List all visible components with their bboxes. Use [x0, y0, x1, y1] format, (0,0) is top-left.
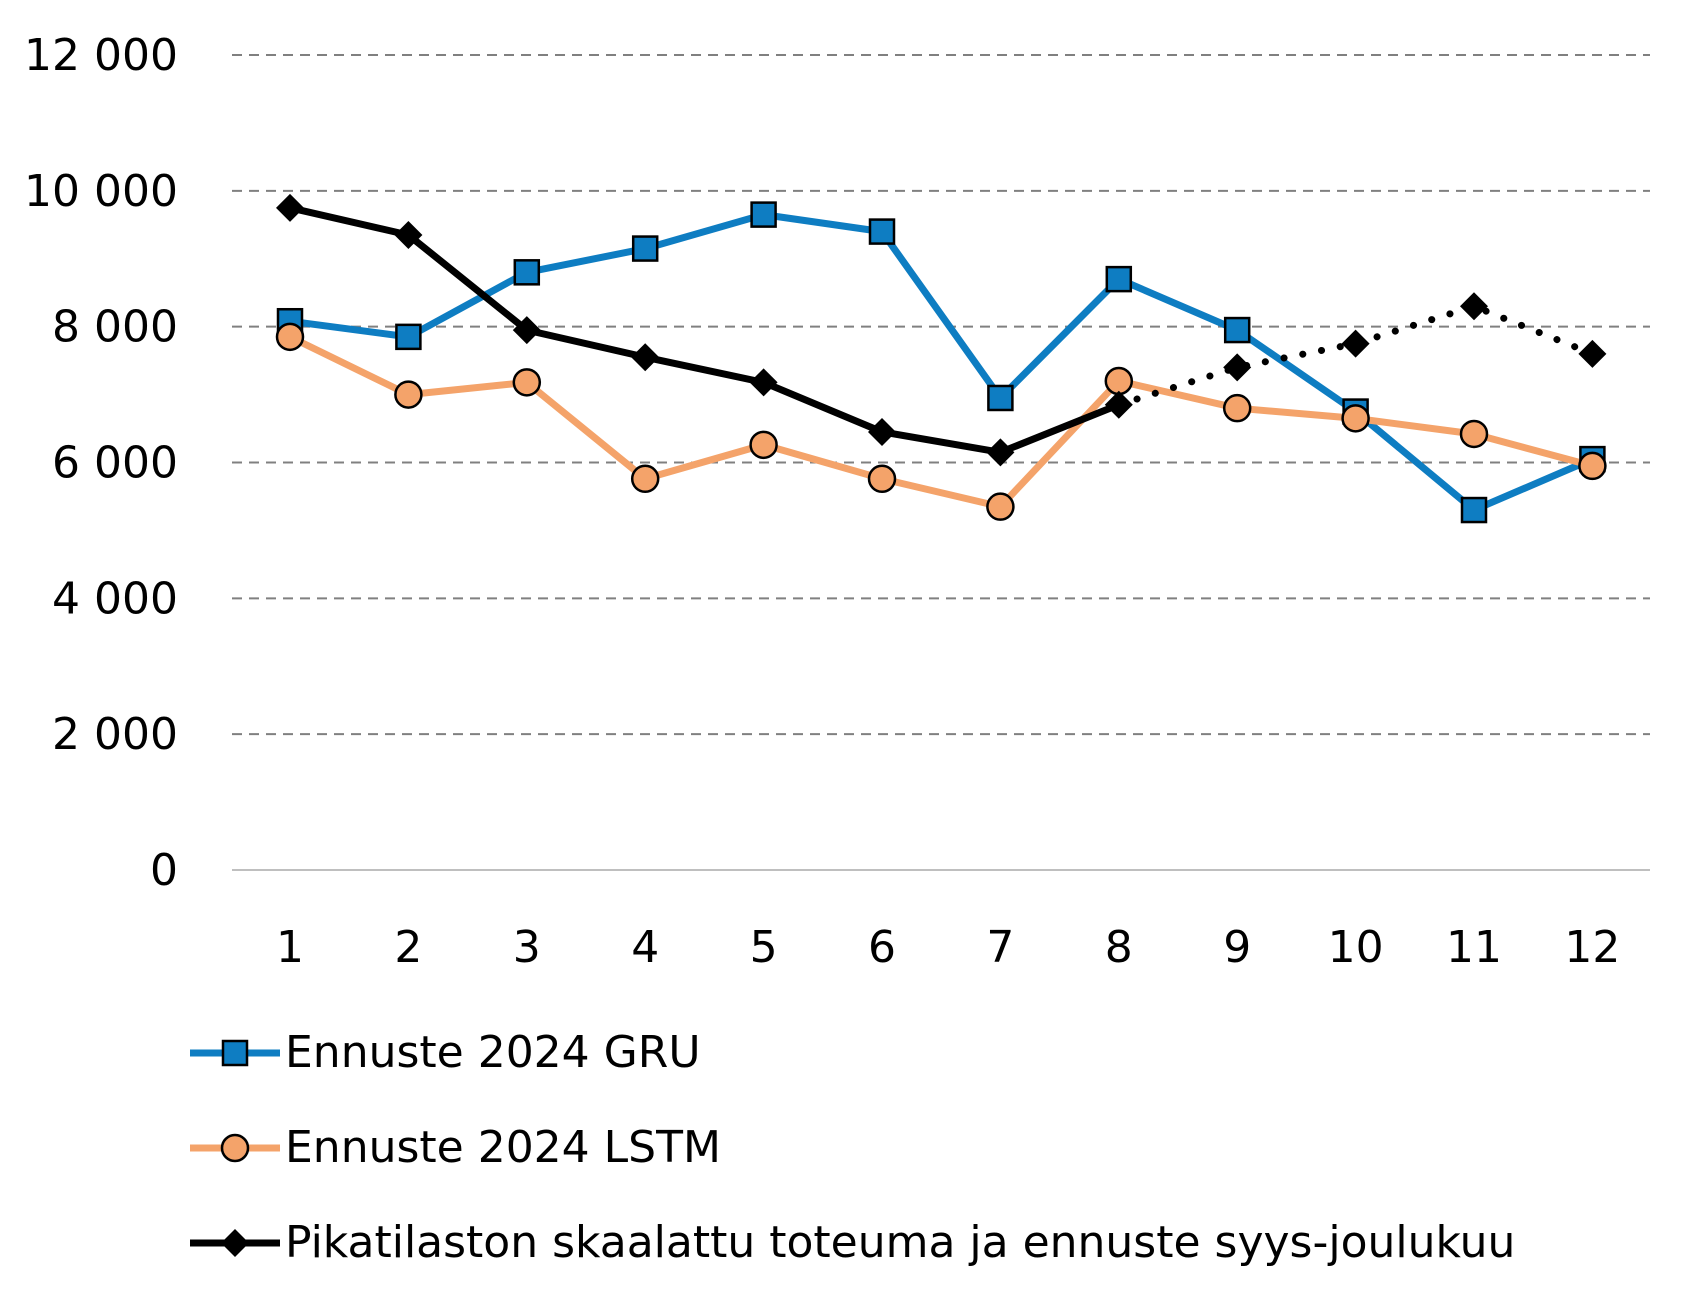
y-tick-label: 10 000	[24, 166, 178, 217]
legend-item-lstm: Ennuste 2024 LSTM	[185, 1100, 1515, 1195]
x-tick-label: 2	[394, 922, 422, 973]
data-point-s1-2	[394, 380, 423, 409]
data-point-s1-10	[1341, 404, 1370, 433]
data-point-s1-11	[1459, 419, 1489, 449]
y-axis-tick-labels: 0 2 000 4 000 6 000 8 000 10 000 12 000	[24, 30, 178, 896]
y-tick-label: 0	[150, 845, 178, 896]
data-point-s1-12	[1578, 451, 1607, 481]
legend-label-pikatilasto: Pikatilaston skaalattu toteuma ja ennust…	[285, 1217, 1516, 1268]
legend-label-lstm: Ennuste 2024 LSTM	[285, 1122, 721, 1173]
x-tick-label: 11	[1446, 922, 1502, 973]
legend-swatch-pikatilasto	[190, 1228, 280, 1257]
data-point-s2-3	[512, 316, 541, 345]
data-point-s0-11	[1460, 496, 1488, 524]
data-point-s1-1	[275, 322, 305, 352]
data-point-s2-6	[868, 417, 896, 446]
series-line-0	[289, 211, 1594, 514]
x-tick-label: 9	[1223, 922, 1251, 973]
gridlines	[232, 54, 1650, 871]
data-point-s0-3	[513, 259, 541, 286]
legend: Ennuste 2024 GRU Ennuste 2024 LSTM Pikat…	[185, 1005, 1515, 1290]
y-tick-label: 4 000	[52, 573, 178, 624]
data-point-s2-4	[631, 343, 660, 372]
data-point-s1-7	[986, 492, 1015, 521]
x-tick-label: 4	[631, 922, 659, 973]
data-point-s1-5	[749, 430, 778, 460]
x-tick-label: 6	[868, 922, 896, 973]
data-point-s0-9	[1223, 316, 1251, 344]
data-point-s2-8	[1104, 390, 1133, 419]
x-axis-tick-labels: 1 2 3 4 5 6 7 8 9 10 11 12	[276, 922, 1620, 973]
x-tick-label: 5	[750, 922, 778, 973]
data-point-s2-5	[749, 368, 778, 397]
data-point-s0-7	[987, 384, 1014, 412]
data-point-s1-9	[1222, 393, 1252, 423]
series-line-2-solid	[289, 204, 1121, 456]
data-point-s0-2	[395, 323, 422, 351]
data-point-s0-4	[631, 235, 659, 262]
data-point-s2-1	[276, 193, 304, 222]
data-point-s0-5	[750, 201, 777, 228]
y-tick-label: 12 000	[24, 30, 178, 81]
legend-item-gru: Ennuste 2024 GRU	[185, 1005, 1515, 1100]
data-point-s2-9	[1223, 353, 1252, 382]
data-point-s2-7	[986, 438, 1015, 467]
x-tick-label: 1	[276, 922, 304, 973]
x-tick-label: 10	[1328, 922, 1384, 973]
y-tick-label: 2 000	[52, 709, 178, 760]
legend-item-pikatilasto: Pikatilaston skaalattu toteuma ja ennust…	[185, 1195, 1515, 1290]
data-point-s2-2	[394, 220, 423, 249]
series-lines	[288, 204, 1596, 514]
x-tick-label: 7	[986, 922, 1014, 973]
legend-swatch-lstm	[190, 1133, 280, 1162]
data-point-s1-8	[1104, 366, 1134, 396]
data-point-s0-6	[868, 218, 896, 245]
data-point-s1-3	[512, 368, 542, 397]
data-point-s0-8	[1105, 265, 1133, 293]
legend-swatch-gru	[190, 1039, 280, 1066]
x-tick-label: 8	[1105, 922, 1133, 973]
legend-label-gru: Ennuste 2024 GRU	[285, 1027, 701, 1078]
x-tick-label: 3	[513, 922, 541, 973]
data-point-s1-6	[867, 464, 897, 494]
y-tick-label: 8 000	[52, 302, 178, 353]
y-tick-label: 6 000	[52, 438, 178, 489]
data-point-s2-12	[1578, 339, 1607, 368]
data-point-s2-10	[1341, 329, 1370, 358]
series-markers	[275, 193, 1607, 524]
x-tick-label: 12	[1564, 922, 1620, 973]
series-line-1	[288, 333, 1594, 511]
data-point-s2-11	[1460, 292, 1488, 321]
data-point-s1-4	[630, 464, 660, 494]
